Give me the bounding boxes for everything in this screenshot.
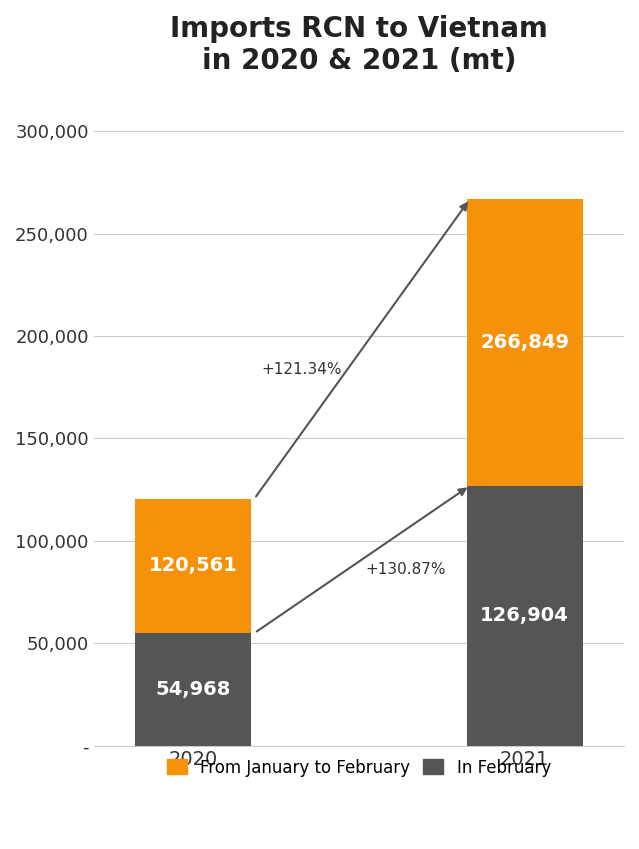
Text: 266,849: 266,849 (480, 333, 569, 351)
Bar (466, 486, 583, 745)
Text: 126,904: 126,904 (480, 606, 569, 625)
Bar (135, 498, 251, 633)
Text: +121.34%: +121.34% (262, 362, 343, 377)
Text: +130.87%: +130.87% (366, 562, 446, 577)
Bar (466, 200, 583, 486)
Bar (135, 633, 251, 745)
Text: 120,561: 120,561 (149, 556, 238, 576)
Text: 54,968: 54,968 (155, 680, 231, 699)
Legend: From January to February, In February: From January to February, In February (160, 752, 558, 783)
Title: Imports RCN to Vietnam
in 2020 & 2021 (mt): Imports RCN to Vietnam in 2020 & 2021 (m… (170, 15, 548, 76)
